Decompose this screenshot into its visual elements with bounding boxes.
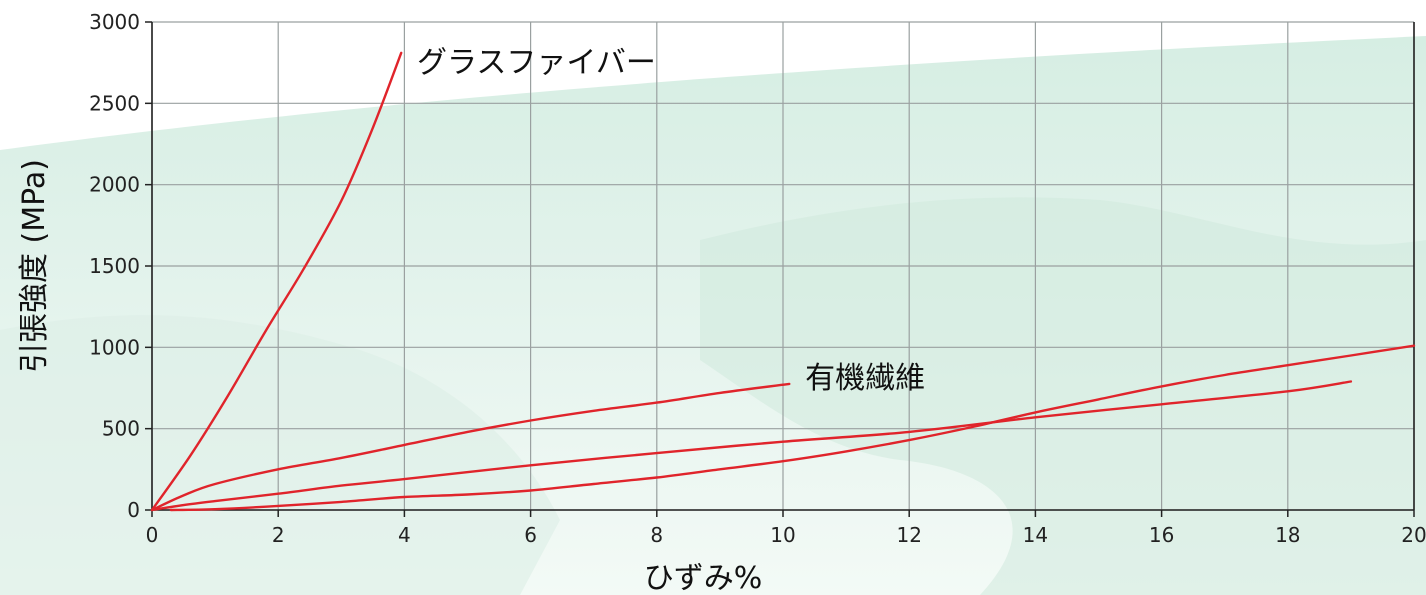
axes	[145, 21, 1415, 517]
y-tick-label: 1500	[89, 254, 140, 278]
y-axis-title: 引張強度 (MPa)	[17, 159, 52, 373]
y-tick-label: 2500	[89, 91, 140, 115]
annotation-label: 有機繊維	[805, 361, 925, 396]
series-line-4	[169, 344, 1416, 512]
series-line-2	[150, 382, 791, 512]
y-tick-label: 0	[127, 498, 140, 522]
annotation-label: グラスファイバー	[417, 45, 656, 80]
y-tick-label: 1000	[89, 335, 140, 359]
x-tick-label: 0	[146, 523, 159, 547]
x-tick-label: 12	[896, 523, 921, 547]
background-texture	[0, 315, 560, 595]
x-tick-label: 2	[272, 523, 285, 547]
x-tick-label: 14	[1023, 523, 1048, 547]
x-tick-label: 18	[1275, 523, 1300, 547]
tick-labels: 0 2 4 6 8 10 12 14 16 18 20 0 500 1000 1500 2000 2500 300…	[89, 10, 1426, 547]
x-tick-label: 4	[398, 523, 411, 547]
x-tick-label: 20	[1401, 523, 1426, 547]
x-tick-label: 8	[650, 523, 663, 547]
y-tick-label: 3000	[89, 10, 140, 34]
y-tick-label: 2000	[89, 173, 140, 197]
x-tick-label: 6	[524, 523, 537, 547]
x-axis-title: ひずみ%	[644, 561, 763, 595]
series-line-1	[150, 51, 403, 512]
background-texture	[700, 197, 1426, 595]
y-tick-label: 500	[102, 417, 140, 441]
series-line-3	[150, 380, 1353, 512]
x-tick-label: 16	[1149, 523, 1174, 547]
x-tick-label: 10	[770, 523, 795, 547]
series-lines	[150, 51, 1416, 512]
grid	[151, 21, 1415, 511]
